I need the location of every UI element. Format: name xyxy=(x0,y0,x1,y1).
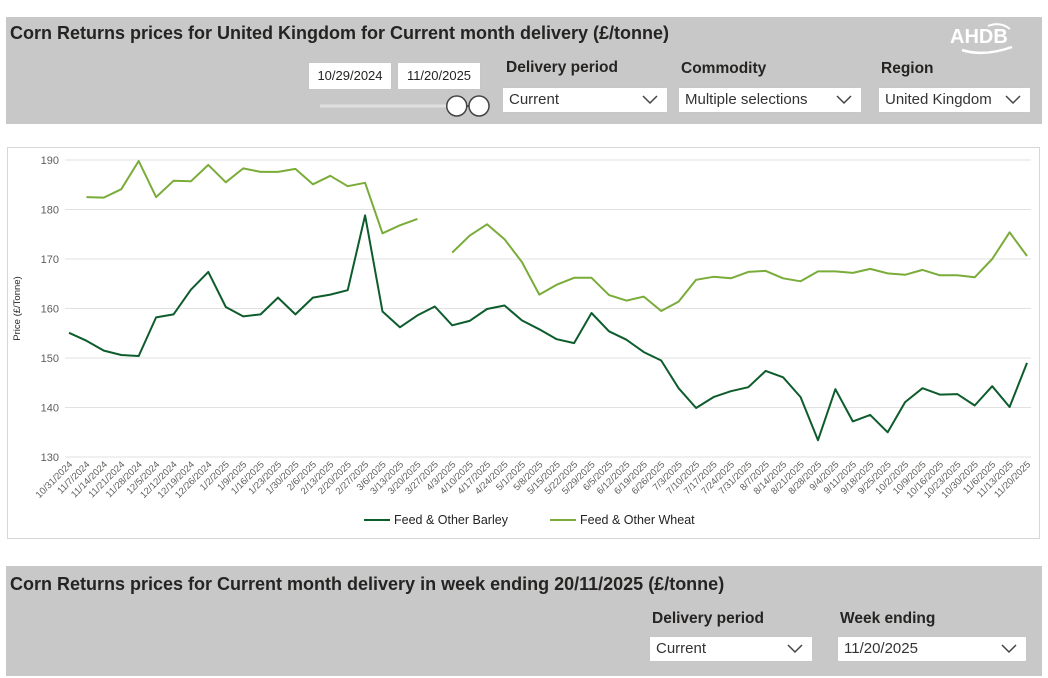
commodity-dropdown[interactable]: Multiple selections xyxy=(678,87,862,113)
date-start-input[interactable]: 10/29/2024 xyxy=(308,62,392,90)
y-tick-label: 140 xyxy=(41,403,59,415)
ahdb-logo: AHDB xyxy=(950,23,1013,55)
delivery-period-value: Current xyxy=(509,91,560,108)
y-axis-label: Price (£/Tonne) xyxy=(12,276,23,340)
delivery-period-dropdown[interactable]: Current xyxy=(502,87,668,113)
y-tick-label: 160 xyxy=(41,304,59,316)
commodity-value: Multiple selections xyxy=(685,91,808,108)
y-tick-label: 170 xyxy=(41,254,59,266)
top-filter-panel: Corn Returns prices for United Kingdom f… xyxy=(6,17,1042,124)
region-value: United Kingdom xyxy=(885,91,992,108)
y-tick-label: 180 xyxy=(41,205,59,217)
bottom-delivery-period-label: Delivery period xyxy=(652,610,764,627)
chart-title: Corn Returns prices for United Kingdom f… xyxy=(10,23,670,43)
bottom-delivery-period-dropdown[interactable]: Current xyxy=(649,636,813,662)
legend-label: Feed & Other Barley xyxy=(394,513,509,527)
bottom-filter-panel: Corn Returns prices for Current month de… xyxy=(6,566,1042,676)
y-tick-label: 150 xyxy=(41,353,59,365)
bottom-delivery-period-value: Current xyxy=(656,640,707,657)
y-tick-label: 130 xyxy=(41,452,59,464)
week-ending-dropdown[interactable]: 11/20/2025 xyxy=(837,636,1027,662)
series-line-wheat xyxy=(86,160,1028,312)
chevron-down-icon xyxy=(1005,95,1021,105)
chevron-down-icon xyxy=(642,95,658,105)
legend-label: Feed & Other Wheat xyxy=(580,513,695,527)
week-ending-label: Week ending xyxy=(840,610,936,627)
slider-end-handle[interactable] xyxy=(468,95,490,117)
y-tick-label: 190 xyxy=(41,155,59,167)
chevron-down-icon xyxy=(1001,644,1017,654)
logo-text: AHDB xyxy=(950,26,1008,48)
line-chart-panel: 130 140 150 160 170 180 190 Price (£/Tonne) 10/3… xyxy=(7,147,1040,539)
commodity-label: Commodity xyxy=(681,60,767,77)
date-range-slider[interactable] xyxy=(314,93,494,119)
chevron-down-icon xyxy=(787,644,803,654)
date-end-input[interactable]: 11/20/2025 xyxy=(397,62,481,90)
delivery-period-label: Delivery period xyxy=(506,59,618,76)
week-ending-value: 11/20/2025 xyxy=(844,640,918,657)
chevron-down-icon xyxy=(836,95,852,105)
weekly-table-title: Corn Returns prices for Current month de… xyxy=(10,574,725,594)
slider-start-handle[interactable] xyxy=(445,95,468,117)
region-label: Region xyxy=(881,60,934,77)
region-dropdown[interactable]: United Kingdom xyxy=(878,87,1031,113)
series-line-barley xyxy=(68,214,1028,442)
